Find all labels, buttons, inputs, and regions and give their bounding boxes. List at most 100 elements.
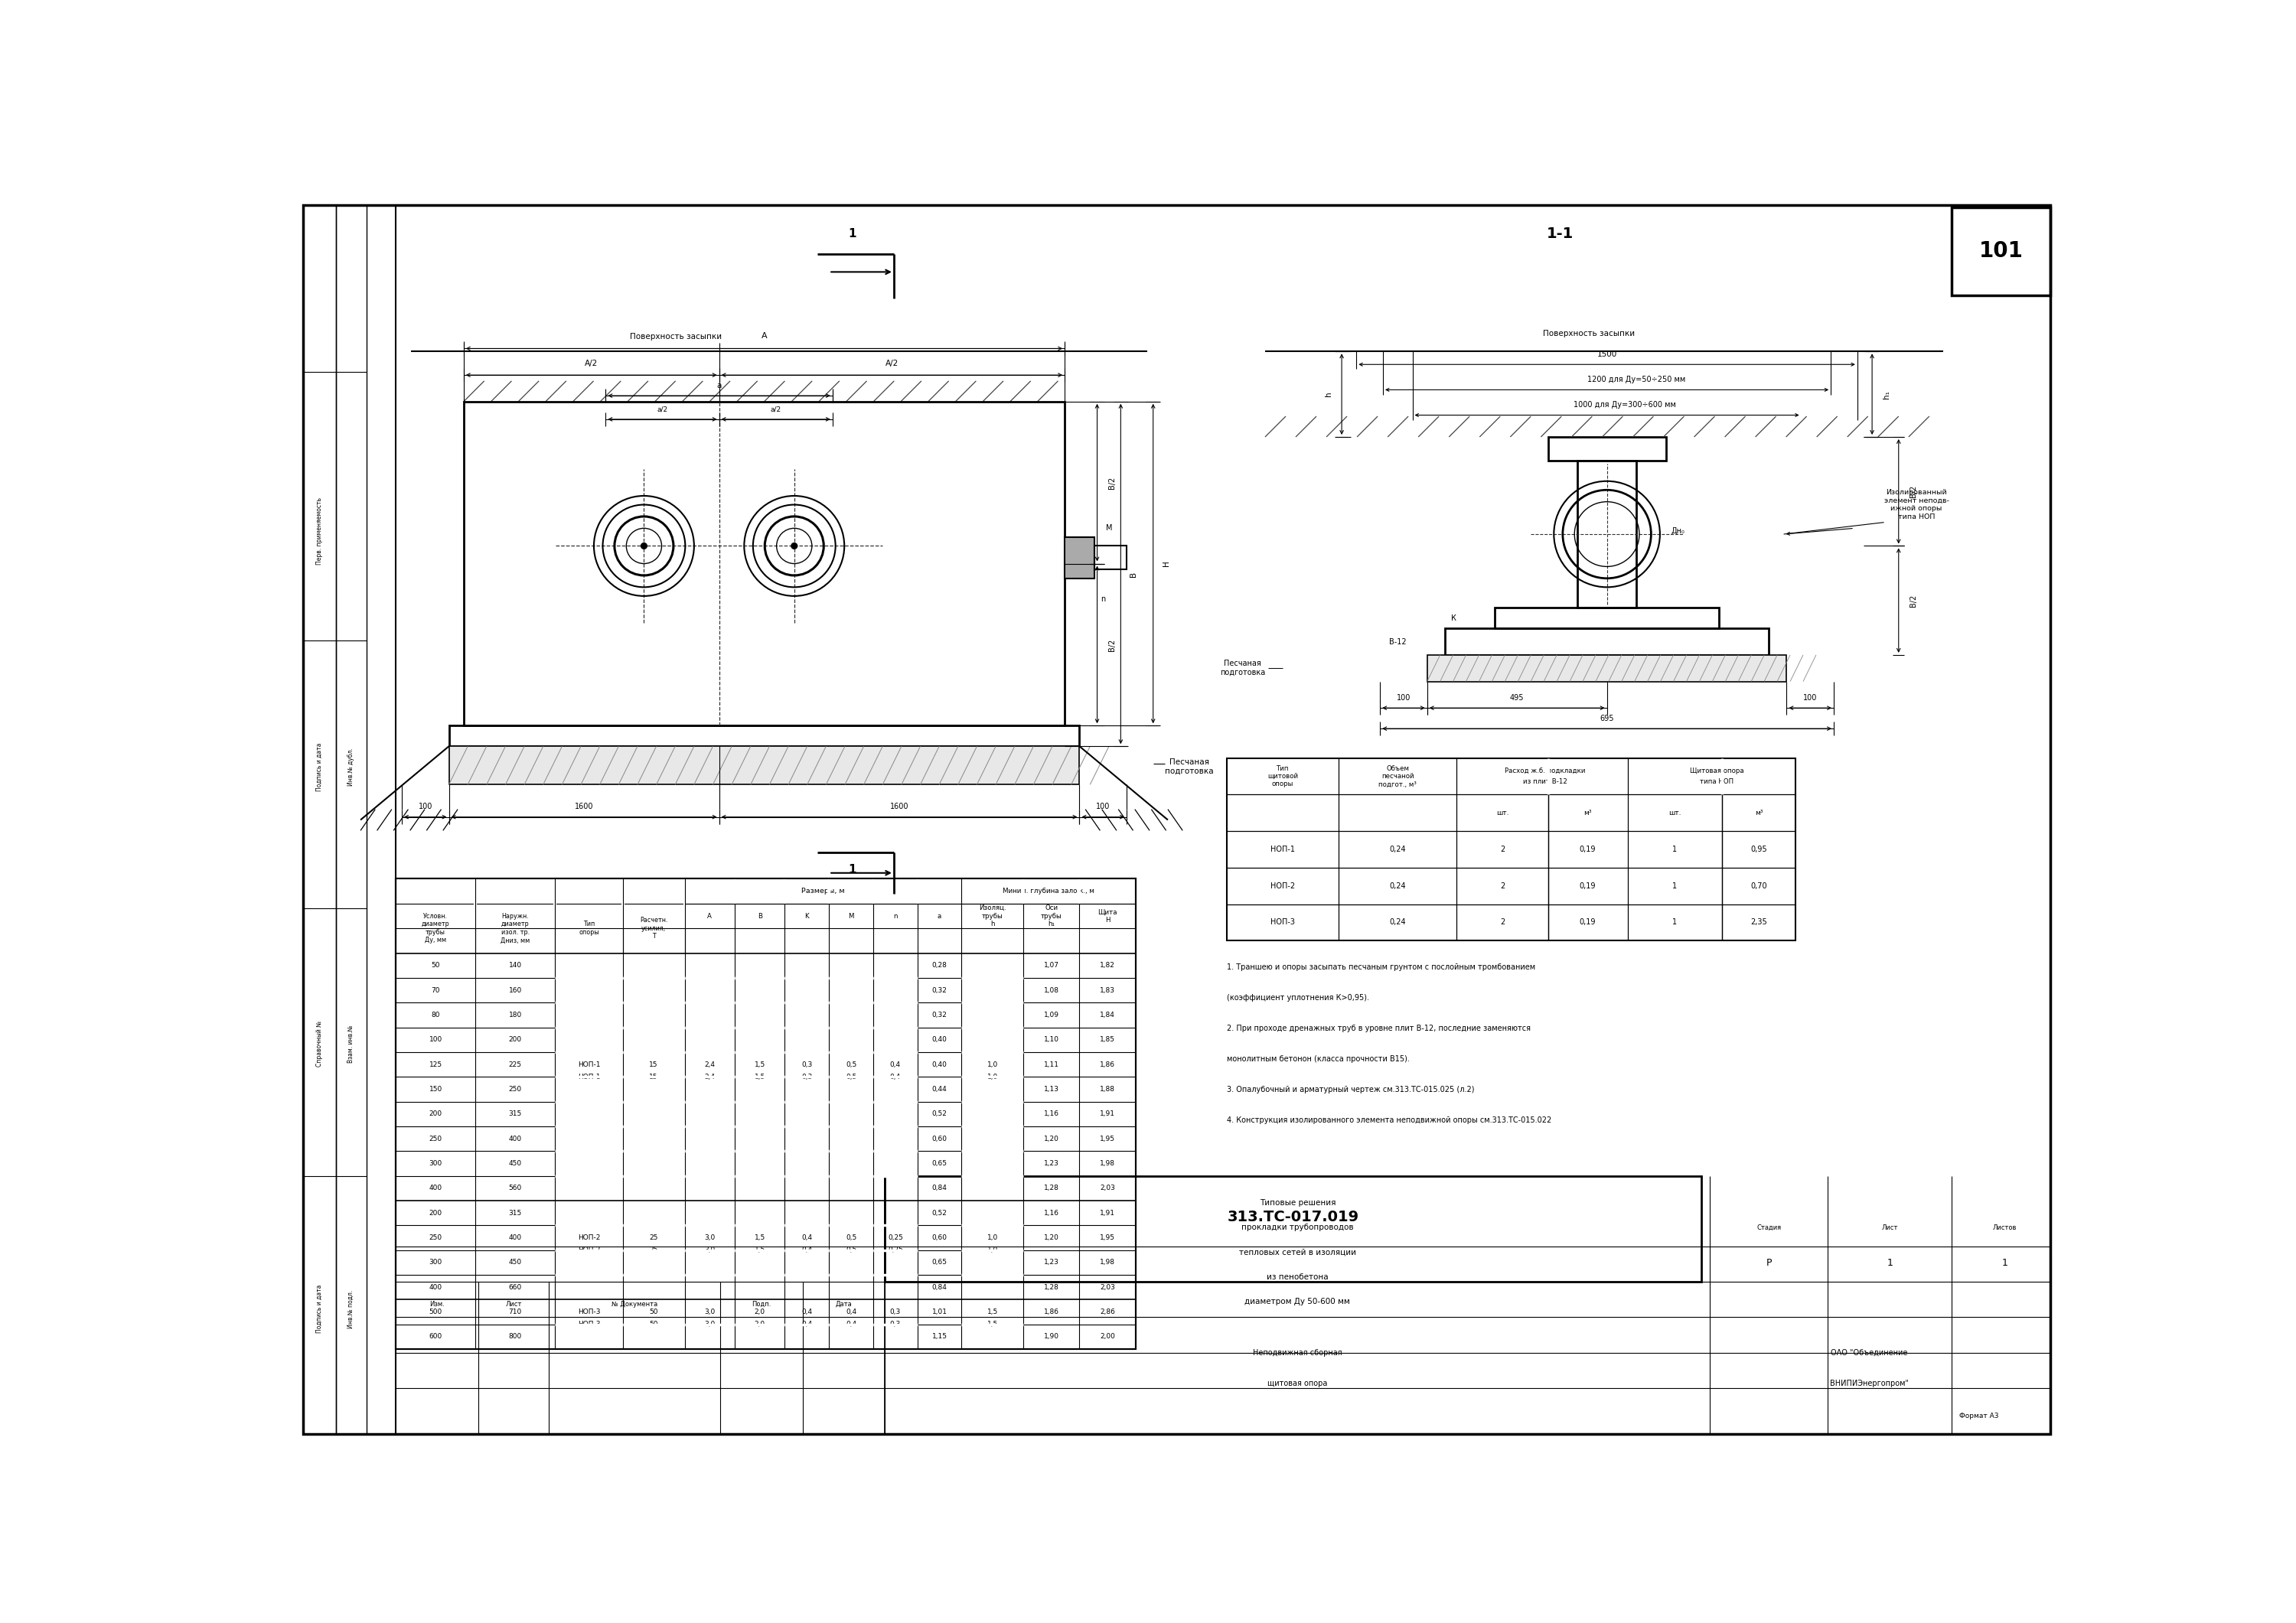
Text: 1,84: 1,84 xyxy=(1100,1011,1116,1018)
Circle shape xyxy=(792,544,797,549)
Text: A/2: A/2 xyxy=(886,359,898,367)
Text: 1200 для Ду=50÷250 мм: 1200 для Ду=50÷250 мм xyxy=(1587,377,1685,383)
Text: Песчаная
подготовка: Песчаная подготовка xyxy=(1164,758,1215,776)
Text: 1,82: 1,82 xyxy=(1100,962,1116,969)
Text: 200: 200 xyxy=(510,1035,521,1044)
Text: 100: 100 xyxy=(429,1035,443,1044)
Text: 0,44: 0,44 xyxy=(932,1086,946,1092)
Text: 150: 150 xyxy=(429,1086,443,1092)
Text: 1,83: 1,83 xyxy=(1100,987,1116,993)
Text: 2,03: 2,03 xyxy=(1100,1185,1116,1191)
Text: 1: 1 xyxy=(1671,881,1676,889)
Text: 225: 225 xyxy=(510,1061,521,1068)
Text: № Документа: № Документа xyxy=(611,1300,657,1308)
Text: B: B xyxy=(1130,571,1137,576)
Text: 1,90: 1,90 xyxy=(1045,1332,1058,1341)
Text: 1600: 1600 xyxy=(891,802,909,810)
Text: 0,32: 0,32 xyxy=(932,987,948,993)
Text: ОАО "Объединение: ОАО "Объединение xyxy=(1830,1349,1908,1357)
Bar xyxy=(450,747,1079,784)
Text: 1500: 1500 xyxy=(1596,351,1616,359)
Text: H: H xyxy=(1162,560,1171,566)
Text: Подп.: Подп. xyxy=(751,1300,771,1308)
Text: h₁: h₁ xyxy=(1883,390,1890,398)
Text: 2,0: 2,0 xyxy=(755,1308,765,1315)
Text: 1,20: 1,20 xyxy=(1045,1134,1058,1143)
Text: 0,84: 0,84 xyxy=(932,1284,948,1290)
Text: 710: 710 xyxy=(510,1308,521,1315)
Text: 0,25: 0,25 xyxy=(889,1246,902,1253)
Text: 250: 250 xyxy=(429,1134,443,1143)
Text: 25: 25 xyxy=(650,1233,659,1242)
Bar xyxy=(395,878,1137,1349)
Text: 1,23: 1,23 xyxy=(1045,1259,1058,1266)
Text: 200: 200 xyxy=(429,1209,443,1216)
Text: К: К xyxy=(1451,613,1456,622)
Text: 2,00: 2,00 xyxy=(1100,1332,1116,1341)
Text: 0,70: 0,70 xyxy=(1750,881,1768,889)
Bar xyxy=(1428,656,1786,682)
Bar xyxy=(1065,537,1095,578)
Bar xyxy=(303,206,335,1433)
Text: Тип
щитовой
опоры: Тип щитовой опоры xyxy=(1267,764,1297,787)
Text: 80: 80 xyxy=(432,1011,441,1018)
Text: 1,5: 1,5 xyxy=(755,1061,765,1068)
Text: 400: 400 xyxy=(510,1233,521,1242)
Text: 70: 70 xyxy=(432,987,441,993)
Text: a/2: a/2 xyxy=(657,406,668,412)
Text: 1,01: 1,01 xyxy=(932,1308,948,1315)
Text: 450: 450 xyxy=(510,1160,521,1167)
Text: 800: 800 xyxy=(510,1332,521,1341)
Text: M: M xyxy=(847,912,854,919)
Text: 1,11: 1,11 xyxy=(1045,1061,1058,1068)
Text: Миним. глубина залож., м: Миним. глубина залож., м xyxy=(1003,888,1095,894)
Text: Песчаная
подготовка: Песчаная подготовка xyxy=(1219,661,1265,677)
Text: 0,60: 0,60 xyxy=(932,1233,948,1242)
Text: 1,91: 1,91 xyxy=(1100,1209,1116,1216)
Text: B/2: B/2 xyxy=(1910,485,1917,498)
Text: Дн₀: Дн₀ xyxy=(1671,527,1685,536)
Text: 0,3: 0,3 xyxy=(891,1321,900,1328)
Text: 15: 15 xyxy=(650,1061,659,1068)
Text: 560: 560 xyxy=(510,1185,521,1191)
Text: n: n xyxy=(1100,596,1104,602)
Text: 15: 15 xyxy=(650,1073,659,1081)
Text: 50: 50 xyxy=(650,1308,659,1315)
Text: a/2: a/2 xyxy=(771,406,781,412)
Text: Справочный №: Справочный № xyxy=(317,1021,324,1066)
Text: НОП-2: НОП-2 xyxy=(579,1233,599,1242)
Text: Типовые решения: Типовые решения xyxy=(1261,1199,1336,1208)
Text: Лист: Лист xyxy=(1883,1224,1899,1232)
Text: a: a xyxy=(937,912,941,919)
Text: 400: 400 xyxy=(429,1185,443,1191)
Text: Взам. инв.№: Взам. инв.№ xyxy=(347,1024,354,1063)
Text: K: K xyxy=(806,912,808,919)
Text: Р: Р xyxy=(1766,1258,1773,1268)
Text: 125: 125 xyxy=(429,1061,443,1068)
Text: НОП-3: НОП-3 xyxy=(1270,919,1295,927)
Text: 1600: 1600 xyxy=(574,802,592,810)
Text: 1: 1 xyxy=(850,227,856,239)
Text: 3. Опалубочный и арматурный чертеж см.313.ТС-015.025 (л.2): 3. Опалубочный и арматурный чертеж см.31… xyxy=(1226,1086,1474,1094)
Text: 100: 100 xyxy=(1396,695,1410,701)
Text: 4. Конструкция изолированного элемента неподвижной опоры см.313.ТС-015.022: 4. Конструкция изолированного элемента н… xyxy=(1226,1117,1552,1125)
Text: 500: 500 xyxy=(429,1308,443,1315)
Text: 1,5: 1,5 xyxy=(755,1073,765,1081)
Text: Изм.: Изм. xyxy=(429,1300,445,1308)
Bar xyxy=(1952,208,2050,295)
Text: 2,4: 2,4 xyxy=(705,1061,714,1068)
Text: Формат А3: Формат А3 xyxy=(1958,1412,2000,1420)
Text: A: A xyxy=(707,912,712,919)
Circle shape xyxy=(641,544,647,549)
Text: Изоляц.
трубы
h: Изоляц. трубы h xyxy=(978,904,1006,927)
Text: 695: 695 xyxy=(1600,714,1614,722)
Text: 0,95: 0,95 xyxy=(1750,846,1768,854)
Text: 1,16: 1,16 xyxy=(1045,1110,1058,1117)
Text: 1,95: 1,95 xyxy=(1100,1134,1116,1143)
Text: м³: м³ xyxy=(1754,810,1763,816)
Text: 0,52: 0,52 xyxy=(932,1209,948,1216)
Text: 1,5: 1,5 xyxy=(987,1308,999,1315)
Text: 300: 300 xyxy=(429,1160,443,1167)
Text: 0,3: 0,3 xyxy=(891,1308,900,1315)
Text: 0,65: 0,65 xyxy=(932,1259,948,1266)
